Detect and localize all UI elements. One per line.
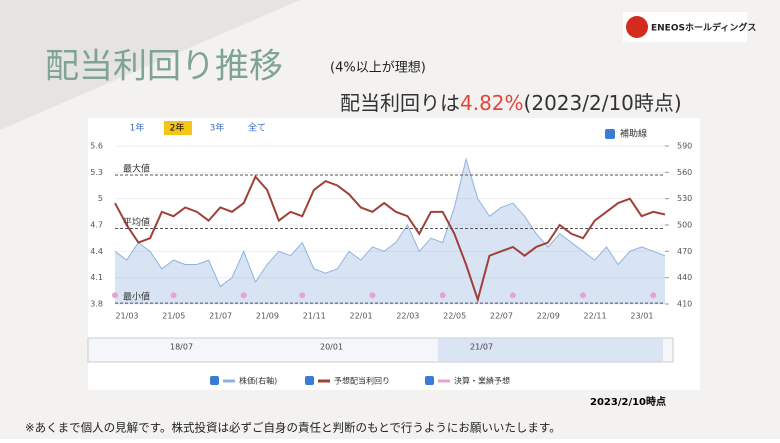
legend-box[interactable] [425, 376, 434, 385]
title: 配当利回り推移 [45, 47, 283, 87]
price-line [114, 157, 666, 288]
x-tick-label: 21/07 [209, 312, 232, 321]
x-tick-label: 22/09 [537, 312, 560, 321]
x-tick-label: 23/01 [630, 312, 653, 321]
reference-label: 最大値 [123, 162, 150, 174]
price-area [115, 159, 665, 304]
legend-box[interactable] [305, 376, 314, 385]
x-tick-label: 21/09 [256, 312, 279, 321]
tab[interactable]: 2年 [170, 122, 185, 134]
x-tick-label: 22/05 [443, 312, 466, 321]
event-dot [439, 292, 446, 299]
y2-tick-label: 500 [677, 221, 692, 230]
legend-label: 株価(右軸) [239, 376, 277, 386]
y2-tick-label: 410 [677, 300, 692, 309]
tab[interactable]: 1年 [130, 122, 145, 134]
headline-value: 4.82% [460, 91, 524, 115]
yield-line [114, 174, 666, 304]
x-tick-label: 22/07 [490, 312, 513, 321]
y2-tick-label: 470 [677, 247, 692, 256]
y2-tick-label: 440 [677, 273, 692, 282]
navigator-label: 21/07 [470, 343, 493, 352]
tab-active [164, 121, 192, 135]
x-tick-label: 22/11 [584, 312, 607, 321]
event-dot [369, 292, 376, 299]
x-tick-label: 21/05 [162, 312, 185, 321]
y2-tick-label: 530 [677, 194, 692, 203]
y2-tick-label: 590 [677, 142, 692, 151]
as-of: 2023/2/10時点 [590, 395, 666, 408]
event-dot [509, 292, 516, 299]
aux-toggle[interactable]: 補助線 [620, 128, 647, 140]
y-tick-label: 4.4 [90, 247, 103, 256]
y-tick-label: 5 [98, 194, 103, 203]
y-tick-label: 3.8 [90, 300, 103, 309]
disclaimer: ※あくまで個人の見解です。株式投資は必ずご自身の責任と判断のもとで行うようにお願… [25, 421, 561, 435]
x-tick-label: 22/03 [396, 312, 419, 321]
x-tick-label: 21/03 [115, 312, 138, 321]
navigator-label: 20/01 [320, 343, 343, 352]
event-dot [112, 292, 118, 299]
event-dot [580, 292, 587, 299]
y2-tick-label: 560 [677, 168, 692, 177]
y-tick-label: 5.3 [90, 168, 103, 177]
event-dot [170, 292, 177, 299]
navigator-window[interactable] [438, 338, 663, 362]
legend-label: 予想配当利回り [334, 376, 390, 386]
tab[interactable]: 3年 [210, 122, 225, 134]
note: (4%以上が理想) [330, 60, 426, 76]
legend-box[interactable] [210, 376, 219, 385]
event-dot [650, 292, 657, 299]
y-tick-label: 4.7 [90, 221, 103, 230]
headline: 配当利回りは4.82%(2023/2/10時点) [340, 91, 682, 115]
reference-label: 平均値 [123, 216, 150, 228]
event-dot [240, 292, 247, 299]
x-tick-label: 21/11 [303, 312, 326, 321]
logo-text: ENEOSホールディングス [651, 22, 756, 34]
x-tick-label: 22/01 [350, 312, 373, 321]
navigator-label: 18/07 [170, 343, 193, 352]
tab[interactable]: 全て [248, 122, 266, 134]
legend-label: 決算・業績予想 [454, 376, 510, 386]
y-tick-label: 5.6 [90, 142, 103, 151]
headline-prefix: 配当利回りは [340, 91, 460, 115]
y-tick-label: 4.1 [90, 273, 103, 282]
headline-suffix: (2023/2/10時点) [524, 91, 682, 115]
logo-icon [626, 16, 648, 38]
event-dot [299, 292, 306, 299]
aux-checkbox[interactable] [605, 129, 615, 139]
reference-label: 最小値 [123, 291, 150, 303]
